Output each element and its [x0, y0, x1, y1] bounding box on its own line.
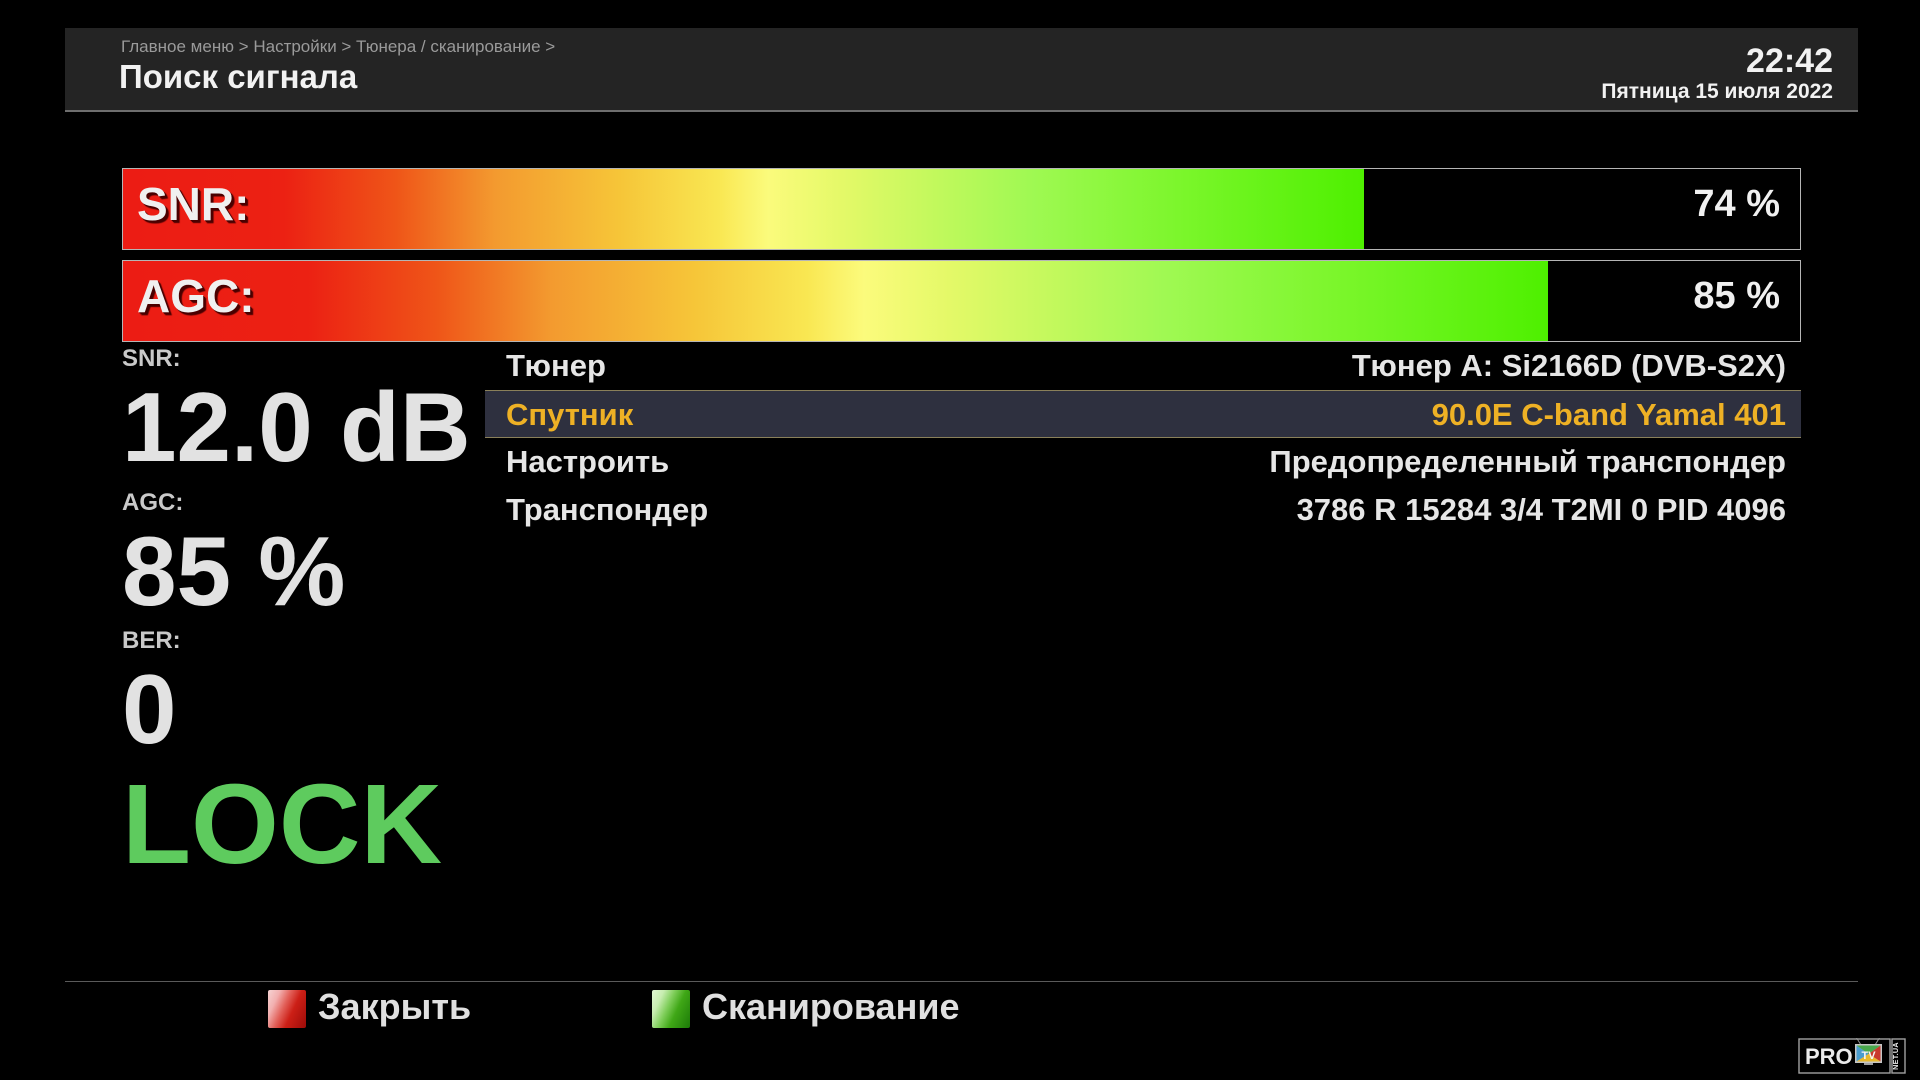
svg-text:PRO: PRO — [1805, 1044, 1853, 1069]
svg-text:TV: TV — [1861, 1050, 1876, 1062]
svg-text:NET.UA: NET.UA — [1891, 1042, 1900, 1070]
